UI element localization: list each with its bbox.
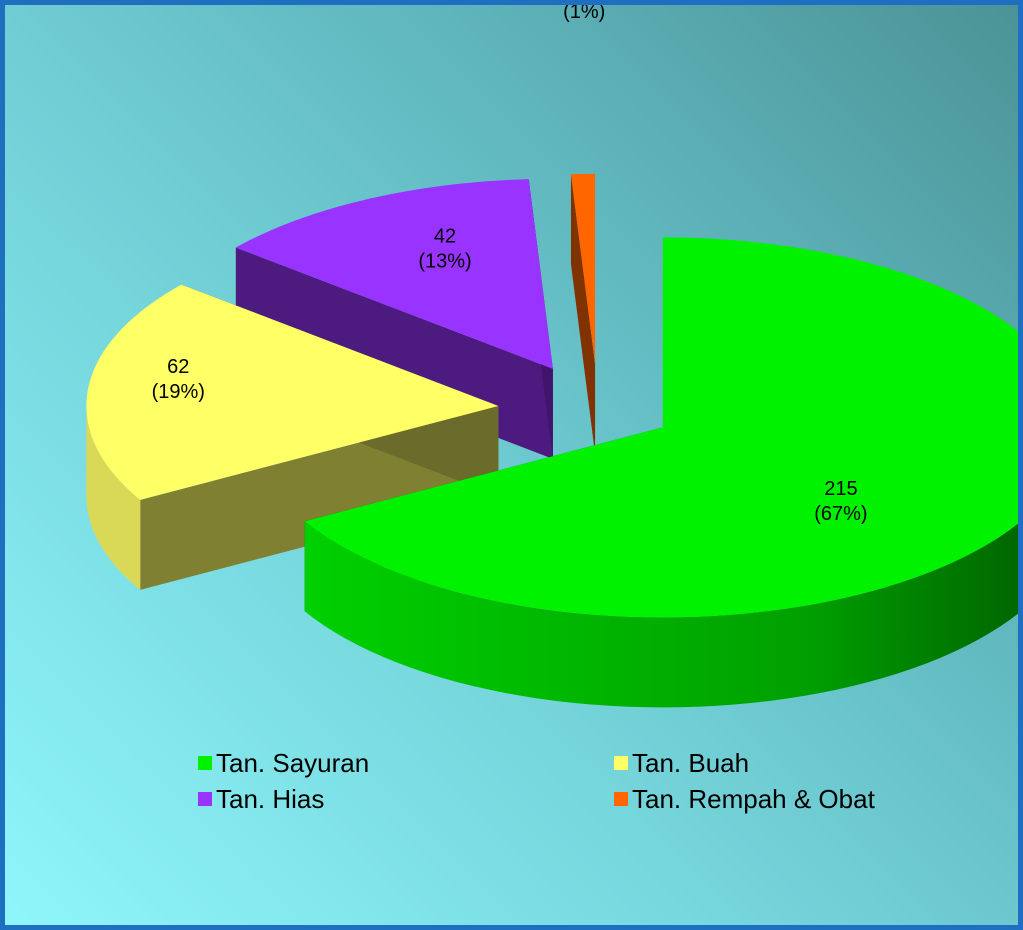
pie-slice-buah bbox=[86, 284, 499, 590]
legend-item-buah: Tan. Buah bbox=[614, 747, 958, 779]
data-label-value-buah: 62 bbox=[167, 356, 189, 378]
pie-slice-sayuran bbox=[304, 237, 1018, 708]
legend-item-rempah-obat: Tan. Rempah & Obat bbox=[614, 783, 958, 815]
pie-slice-rempah-obat bbox=[570, 173, 596, 454]
pie-slice-top-hias bbox=[235, 179, 553, 369]
legend-swatch-sayuran bbox=[198, 756, 212, 770]
legend-swatch-buah bbox=[614, 756, 628, 770]
legend-label-rempah-obat: Tan. Rempah & Obat bbox=[632, 783, 875, 814]
pie-slice-wall-rempah-obat bbox=[570, 174, 596, 454]
legend-item-hias: Tan. Hias bbox=[198, 783, 614, 815]
pie-slice-top-buah bbox=[86, 284, 499, 500]
legend-swatch-rempah-obat bbox=[614, 792, 628, 806]
data-label-value-hias: 42 bbox=[434, 226, 456, 248]
legend-label-hias: Tan. Hias bbox=[216, 783, 325, 814]
pie-slice-side-buah bbox=[86, 405, 141, 590]
legend-label-buah: Tan. Buah bbox=[632, 747, 750, 778]
legend-label-sayuran: Tan. Sayuran bbox=[216, 747, 370, 778]
legend-item-sayuran: Tan. Sayuran bbox=[198, 747, 614, 779]
data-label-percent-rempah-obat: (1%) bbox=[563, 5, 605, 23]
legend-swatch-hias bbox=[198, 792, 212, 806]
data-label-percent-buah: (19%) bbox=[152, 381, 205, 403]
pie-chart: 215(67%)62(19%)42(13%)3(1%) bbox=[86, 5, 1018, 708]
pie-slice-top-rempah-obat bbox=[570, 173, 596, 364]
chart-legend: Tan. Sayuran Tan. Buah Tan. Hias Tan. Re… bbox=[198, 747, 958, 815]
data-label-percent-hias: (13%) bbox=[418, 251, 471, 273]
pie-slice-top-sayuran bbox=[304, 237, 1018, 618]
pie-slice-side-sayuran bbox=[304, 521, 1018, 708]
data-label-value-sayuran: 215 bbox=[824, 478, 857, 500]
data-label-percent-sayuran: (67%) bbox=[814, 503, 867, 525]
